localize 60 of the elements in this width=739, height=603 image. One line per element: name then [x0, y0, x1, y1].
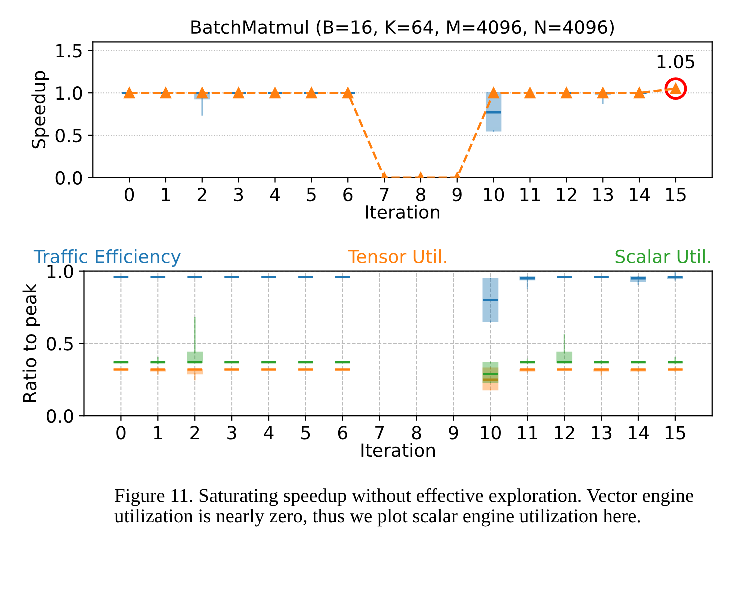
x-tick-label: 8: [416, 188, 426, 202]
y-tick-label: 1.0: [56, 86, 82, 100]
x-tick-label: 12: [555, 426, 574, 440]
x-tick-label: 13: [594, 188, 614, 202]
x-tick-label: 15: [666, 426, 686, 440]
x-tick-label: 10: [484, 188, 504, 202]
x-tick-label: 10: [481, 426, 501, 440]
y-tick-label: 0.0: [56, 171, 82, 185]
x-tick-label: 4: [270, 188, 280, 202]
point: [342, 88, 354, 99]
y-tick-label: 0.5: [47, 337, 73, 351]
y-tick-label: 0.0: [47, 410, 74, 424]
x-tick-label: 1: [154, 426, 162, 440]
point: [124, 88, 136, 99]
point: [306, 88, 318, 99]
x-tick-label: 4: [264, 426, 274, 440]
x-tick-label: 7: [376, 426, 384, 440]
x-tick-label: 6: [344, 188, 353, 202]
x-tick-label: 3: [228, 426, 236, 440]
point: [233, 88, 244, 99]
chart-title: BatchMatmul (B=16, K=64, M=4096, N=4096): [192, 20, 614, 36]
x-tick-label: 14: [628, 426, 649, 440]
x-tick-label: 1: [162, 188, 170, 202]
x-tick-label: 6: [338, 426, 348, 440]
x-tick-label: 9: [452, 188, 462, 202]
point: [524, 88, 536, 99]
y-axis-title: Speedup: [32, 71, 50, 149]
x-tick-label: 5: [302, 426, 310, 440]
y-tick-label: 1.0: [48, 264, 74, 278]
annotation: 1.05: [658, 55, 694, 69]
x-tick-label: 0: [124, 188, 134, 202]
x-tick-label: 12: [557, 188, 576, 202]
point: [270, 88, 281, 99]
x-axis-title: Iteration: [362, 443, 436, 458]
x-tick-label: 8: [412, 426, 422, 440]
x-axis-title: Iteration: [366, 205, 440, 220]
x-tick-label: 15: [666, 188, 686, 202]
caption: Figure 11. Saturating speedup without effective exploration. Vector engine utilization is nearly zero, thus we plot scalar engine utilization here.: [114, 488, 694, 527]
y-tick-label: 1.5: [56, 44, 82, 58]
y-axis-title: Ratio to peak: [22, 284, 40, 402]
x-tick-label: 0: [116, 426, 126, 440]
point: [196, 88, 208, 99]
x-tick-label: 5: [307, 188, 316, 202]
point: [634, 88, 646, 99]
point: [160, 88, 172, 99]
x-tick-label: 3: [234, 188, 244, 202]
point: [488, 88, 500, 99]
x-tick-label: 2: [198, 188, 206, 202]
x-tick-label: 13: [592, 426, 612, 440]
y-tick-label: 0.5: [56, 128, 82, 143]
point: [598, 88, 609, 99]
x-tick-label: 2: [190, 426, 200, 440]
x-tick-label: 11: [520, 188, 540, 202]
x-tick-label: 7: [380, 188, 389, 202]
x-tick-label: 9: [449, 426, 458, 440]
text: Scalar Util.: [616, 250, 710, 264]
text: Tensor Util.: [348, 250, 446, 264]
x-tick-label: 11: [518, 426, 538, 440]
point: [561, 88, 572, 99]
x-tick-label: 14: [630, 188, 650, 202]
